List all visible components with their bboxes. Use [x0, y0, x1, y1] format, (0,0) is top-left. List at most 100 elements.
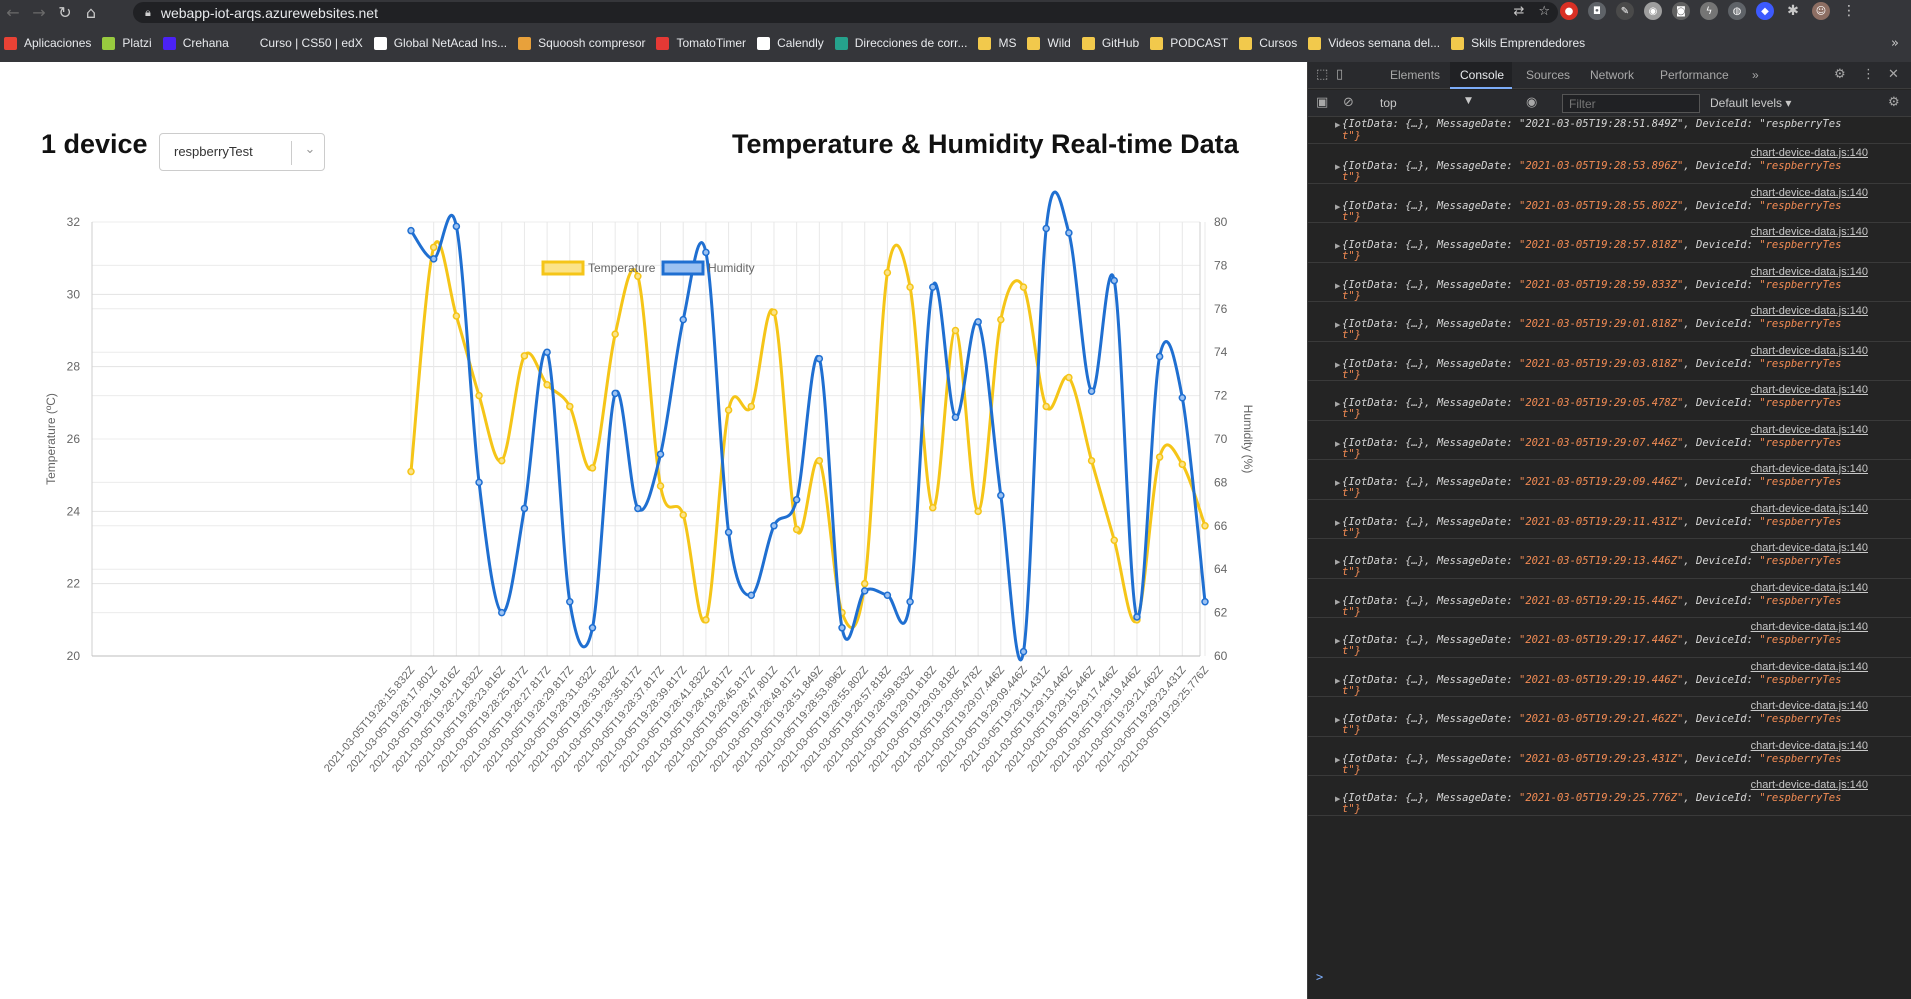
console-source-link[interactable]: chart-device-data.js:140: [1750, 502, 1868, 515]
extension-red-icon[interactable]: ●: [1560, 2, 1578, 20]
bookmark-item[interactable]: Direcciones de corr...: [834, 36, 967, 50]
expand-triangle-icon[interactable]: ▶: [1335, 755, 1341, 764]
expand-triangle-icon[interactable]: ▶: [1335, 716, 1341, 724]
tab-network[interactable]: Network: [1590, 68, 1635, 82]
console-message[interactable]: chart-device-data.js:140 ▶ {IotData: {…}, …: [1308, 658, 1911, 697]
bookmark-item[interactable]: Aplicaciones: [4, 36, 91, 50]
console-source-link[interactable]: chart-device-data.js:140: [1750, 660, 1868, 673]
console-message[interactable]: chart-device-data.js:140 ▶ {IotData: {…}, …: [1308, 460, 1911, 500]
console-source-link[interactable]: chart-device-data.js:140: [1750, 265, 1868, 278]
console-message[interactable]: chart-device-data.js:140 ▶ {IotData: {…}, …: [1308, 737, 1911, 776]
bookmark-item[interactable]: Global NetAcad Ins...: [373, 36, 507, 50]
expand-triangle-icon[interactable]: ▶: [1335, 121, 1341, 129]
tab-sources[interactable]: Sources: [1526, 68, 1571, 82]
bookmark-item[interactable]: Platzi: [102, 36, 152, 50]
console-source-link[interactable]: chart-device-data.js:140: [1750, 542, 1868, 554]
device-select[interactable]: respberryTest ⌄: [159, 133, 325, 171]
puzzle-icon[interactable]: ✱: [1787, 3, 1799, 19]
bookmark-item[interactable]: Squoosh compresor: [518, 36, 645, 50]
console-settings-gear-icon[interactable]: ⚙: [1888, 95, 1900, 110]
settings-gear-icon[interactable]: ⚙: [1834, 67, 1846, 82]
live-expression-eye-icon[interactable]: ◉: [1526, 95, 1538, 110]
console-message[interactable]: chart-device-data.js:140 ▶ {IotData: {…}, …: [1308, 500, 1911, 539]
console-message[interactable]: chart-device-data.js:140 ▶ {IotData: {…}, …: [1308, 421, 1911, 460]
url-bar[interactable]: 🔒︎ webapp-iot-arqs.azurewebsites.net ⇄ ☆: [133, 2, 1558, 23]
console-message[interactable]: ▶ {IotData: {…}, MessageDate: "2021-03-05…: [1308, 118, 1911, 144]
expand-triangle-icon[interactable]: ▶: [1335, 242, 1341, 250]
device-toolbar-icon[interactable]: ▯: [1336, 67, 1344, 82]
console-source-link[interactable]: chart-device-data.js:140: [1750, 384, 1868, 396]
expand-triangle-icon[interactable]: ▶: [1335, 400, 1341, 408]
console-message[interactable]: chart-device-data.js:140 ▶ {IotData: {…}, …: [1308, 263, 1911, 302]
expand-triangle-icon[interactable]: ▶: [1335, 597, 1341, 606]
console-message[interactable]: chart-device-data.js:140 ▶ {IotData: {…}, …: [1308, 539, 1911, 579]
more-tabs-icon[interactable]: »: [1752, 68, 1759, 82]
eyedropper-icon[interactable]: ✎: [1616, 2, 1634, 20]
console-message[interactable]: chart-device-data.js:140 ▶ {IotData: {…}, …: [1308, 381, 1911, 421]
console-source-link[interactable]: chart-device-data.js:140: [1750, 344, 1868, 357]
home-icon[interactable]: ⌂: [85, 2, 97, 22]
console-source-link[interactable]: chart-device-data.js:140: [1750, 581, 1868, 594]
bookmark-star-icon[interactable]: ☆: [1538, 4, 1550, 19]
bookmark-item[interactable]: PODCAST: [1150, 36, 1228, 50]
chevron-down-icon[interactable]: ⌄: [304, 142, 316, 157]
reload-icon[interactable]: ↻: [58, 2, 72, 22]
bookmark-item[interactable]: Cursos: [1239, 36, 1297, 50]
console-message[interactable]: chart-device-data.js:140 ▶ {IotData: {…}, …: [1308, 144, 1911, 184]
console-source-link[interactable]: chart-device-data.js:140: [1750, 186, 1868, 199]
expand-triangle-icon[interactable]: ▶: [1335, 360, 1341, 369]
expand-triangle-icon[interactable]: ▶: [1335, 676, 1341, 685]
console-message[interactable]: chart-device-data.js:140 ▶ {IotData: {…}, …: [1308, 223, 1911, 263]
tab-performance[interactable]: Performance: [1660, 68, 1729, 82]
bookmark-item[interactable]: GitHub: [1081, 36, 1139, 50]
close-icon[interactable]: ✕: [1888, 67, 1899, 82]
bookmarks-overflow-icon[interactable]: »: [1891, 35, 1899, 51]
extension-blue-icon[interactable]: ◆: [1756, 2, 1774, 20]
globe-icon[interactable]: ◍: [1728, 2, 1746, 20]
tab-console[interactable]: Console: [1460, 68, 1505, 82]
camera-icon[interactable]: ◙: [1672, 2, 1690, 20]
console-source-link[interactable]: chart-device-data.js:140: [1750, 147, 1868, 159]
bookmark-item[interactable]: Curso | CS50 | edX: [239, 36, 363, 50]
expand-triangle-icon[interactable]: ▶: [1335, 321, 1341, 329]
expand-triangle-icon[interactable]: ▶: [1335, 281, 1341, 290]
bookmark-item[interactable]: Calendly: [757, 36, 824, 50]
bookmark-item[interactable]: Crehana: [162, 36, 229, 50]
console-message[interactable]: chart-device-data.js:140 ▶ {IotData: {…}, …: [1308, 579, 1911, 618]
translate-icon[interactable]: ⇄: [1513, 4, 1525, 19]
console-message[interactable]: chart-device-data.js:140 ▶ {IotData: {…}, …: [1308, 342, 1911, 381]
console-message[interactable]: chart-device-data.js:140 ▶ {IotData: {…}, …: [1308, 697, 1911, 737]
expand-triangle-icon[interactable]: ▶: [1335, 637, 1341, 645]
url-text[interactable]: webapp-iot-arqs.azurewebsites.net: [160, 4, 378, 21]
console-source-link[interactable]: chart-device-data.js:140: [1750, 463, 1868, 475]
expand-triangle-icon[interactable]: ▶: [1335, 439, 1341, 448]
console-message[interactable]: chart-device-data.js:140 ▶ {IotData: {…}, …: [1308, 184, 1911, 223]
console-prompt[interactable]: >: [1316, 970, 1324, 984]
console-message[interactable]: chart-device-data.js:140 ▶ {IotData: {…}, …: [1308, 302, 1911, 342]
back-arrow-icon[interactable]: ←: [6, 2, 20, 22]
expand-triangle-icon[interactable]: ▶: [1335, 163, 1341, 171]
expand-triangle-icon[interactable]: ▶: [1335, 795, 1341, 803]
expand-triangle-icon[interactable]: ▶: [1335, 479, 1341, 487]
console-source-link[interactable]: chart-device-data.js:140: [1750, 621, 1868, 633]
sidebar-toggle-icon[interactable]: ▣: [1316, 95, 1329, 110]
clear-console-icon[interactable]: ⊘: [1343, 95, 1354, 110]
bookmark-item[interactable]: MS: [978, 36, 1016, 50]
forward-arrow-icon[interactable]: →: [32, 2, 46, 22]
bookmark-item[interactable]: Videos semana del...: [1308, 36, 1440, 50]
extension-grey-icon[interactable]: ◉: [1644, 2, 1662, 20]
pocket-icon[interactable]: ◘: [1588, 2, 1606, 20]
log-levels-dropdown[interactable]: Default levels ▾: [1710, 96, 1792, 110]
console-source-link[interactable]: chart-device-data.js:140: [1750, 700, 1868, 712]
context-select[interactable]: top: [1380, 96, 1397, 110]
bookmark-item[interactable]: Skils Emprendedores: [1451, 36, 1585, 50]
lightning-icon[interactable]: ϟ: [1700, 2, 1718, 20]
context-dropdown-icon[interactable]: ▼: [1465, 96, 1472, 106]
expand-triangle-icon[interactable]: ▶: [1335, 518, 1341, 527]
console-message[interactable]: chart-device-data.js:140 ▶ {IotData: {…}, …: [1308, 618, 1911, 658]
expand-triangle-icon[interactable]: ▶: [1335, 558, 1341, 566]
console-message[interactable]: chart-device-data.js:140 ▶ {IotData: {…}, …: [1308, 776, 1911, 816]
bookmark-item[interactable]: Wild: [1027, 36, 1071, 50]
devtools-menu-icon[interactable]: ⋮: [1862, 67, 1875, 82]
console-filter-input[interactable]: [1562, 94, 1700, 113]
